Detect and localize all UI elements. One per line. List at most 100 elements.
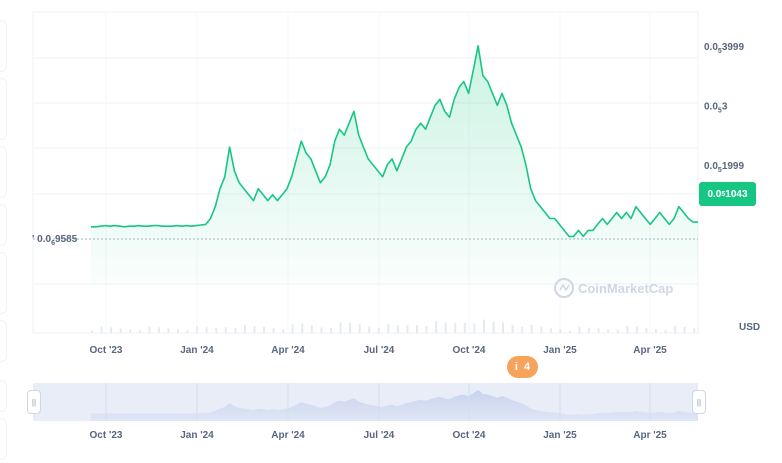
volume-bar (119, 328, 122, 333)
y-tick-label-0: 0.053999 (704, 42, 744, 55)
navigator-right-handle[interactable]: || (692, 390, 706, 414)
baseline-price-label: ' 0.069585 (32, 234, 78, 247)
volume-bar (540, 326, 543, 333)
events-badge[interactable]: i 4 (507, 356, 538, 378)
volume-bar (511, 324, 514, 333)
volume-bar (224, 327, 227, 333)
volume-bar (358, 324, 361, 333)
x-tick-label-2: Apr '24 (271, 345, 305, 356)
watermark: CoinMarketCap (554, 278, 673, 298)
y-axis-labels: 0.053999 0.053 0.051999 (704, 42, 744, 174)
currency-label: USD (739, 322, 761, 333)
volume-bar (234, 327, 237, 333)
y-tick-label-1: 0.053 (704, 101, 728, 114)
navigator-left-handle[interactable]: || (27, 390, 41, 414)
volume-bar (148, 326, 151, 333)
volume-bar (416, 325, 419, 333)
volume-bar (654, 329, 657, 333)
coinmarketcap-logo-icon (554, 278, 574, 298)
volume-bar (549, 328, 552, 333)
volume-bar (674, 326, 677, 333)
volume-bar (473, 323, 476, 333)
volume-bars (91, 319, 696, 333)
navigator-tick-label-0: Oct '23 (90, 430, 123, 441)
volume-bar (320, 327, 323, 333)
navigator-tick-label-3: Jul '24 (364, 430, 395, 441)
volume-bar (454, 322, 457, 333)
navigator-tick-label-6: Apr '25 (633, 430, 667, 441)
x-tick-label-3: Jul '24 (364, 345, 395, 356)
x-tick-label-5: Jan '25 (543, 345, 577, 356)
volume-bar (138, 330, 141, 333)
volume-bar (177, 329, 180, 333)
volume-bar (645, 328, 648, 333)
x-tick-label-1: Jan '24 (180, 345, 214, 356)
volume-bar (559, 329, 562, 333)
x-tick-label-0: Oct '23 (90, 345, 123, 356)
info-icon: i (514, 361, 518, 373)
volume-bar (482, 319, 485, 333)
volume-bar (683, 326, 686, 333)
volume-bar (263, 327, 266, 333)
volume-bar (110, 327, 113, 333)
volume-bar (406, 324, 409, 333)
volume-bar (693, 328, 696, 333)
volume-bar (100, 326, 103, 333)
volume-bar (349, 322, 352, 333)
volume-bar (588, 327, 591, 333)
navigator-tick-label-5: Jan '25 (543, 430, 577, 441)
volume-bar (272, 328, 275, 333)
volume-bar (310, 325, 313, 333)
volume-bar (291, 324, 294, 333)
volume-bar (444, 322, 447, 333)
volume-bar (626, 325, 629, 333)
volume-bar (329, 327, 332, 333)
volume-bar (205, 327, 208, 333)
navigator-tick-label-4: Oct '24 (453, 430, 486, 441)
volume-bar (377, 327, 380, 333)
volume-bar (387, 323, 390, 333)
navigator-x-axis-ticks: Oct '23 Jan '24 Apr '24 Jul '24 Oct '24 Jan '… (90, 383, 667, 441)
volume-bar (425, 326, 428, 333)
volume-bar (186, 330, 189, 333)
volume-bar (616, 329, 619, 333)
volume-bar (521, 326, 524, 333)
volume-bar (243, 324, 246, 333)
volume-bar (607, 329, 610, 333)
navigator-area (91, 389, 698, 421)
volume-bar (568, 330, 571, 333)
left-edge-panel (0, 0, 10, 463)
volume-bar (167, 328, 170, 333)
volume-bar (396, 324, 399, 333)
x-tick-label-6: Apr '25 (633, 345, 667, 356)
volume-bar (530, 324, 533, 333)
volume-bar (282, 329, 285, 333)
volume-bar (492, 321, 495, 333)
price-line (91, 45, 699, 238)
volume-bar (91, 330, 93, 333)
volume-bar (215, 327, 218, 333)
volume-bar (368, 326, 371, 333)
volume-bar (157, 327, 160, 333)
x-tick-label-4: Oct '24 (453, 345, 486, 356)
volume-bar (635, 326, 638, 333)
volume-bar (578, 326, 581, 333)
navigator-tick-label-2: Apr '24 (271, 430, 305, 441)
volume-bar (664, 330, 667, 333)
x-axis-ticks: Oct '23 Jan '24 Apr '24 Jul '24 Oct '24 Jan '… (90, 345, 668, 356)
volume-bar (597, 328, 600, 333)
volume-bar (463, 322, 466, 333)
navigator-tick-label-1: Jan '24 (180, 430, 214, 441)
volume-bar (502, 322, 505, 333)
volume-bar (339, 322, 342, 333)
volume-bar (253, 326, 256, 333)
volume-bar (129, 329, 132, 333)
current-price-badge: 0.0 5 1043 (699, 182, 756, 206)
watermark-text: CoinMarketCap (578, 281, 673, 296)
volume-bar (301, 323, 304, 333)
volume-bar (196, 326, 199, 333)
y-tick-label-2: 0.051999 (704, 161, 744, 174)
volume-bar (435, 321, 438, 333)
events-count: 4 (523, 361, 531, 373)
